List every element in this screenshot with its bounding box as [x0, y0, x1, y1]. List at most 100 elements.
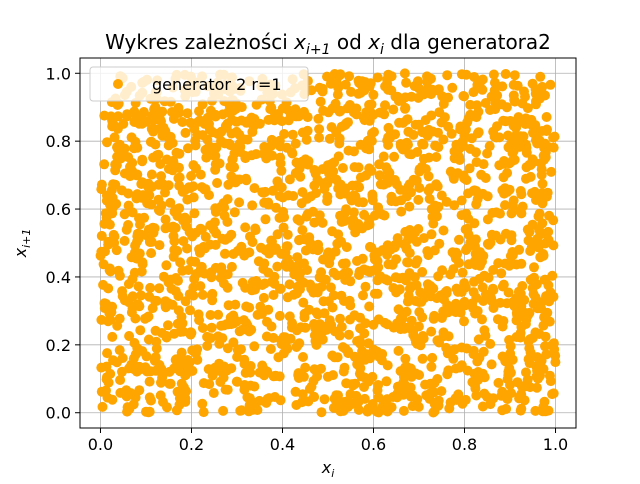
data-point	[140, 362, 151, 373]
data-point	[344, 71, 355, 82]
data-point	[469, 256, 480, 266]
data-point	[543, 142, 554, 152]
data-point	[435, 290, 446, 301]
data-point	[164, 366, 175, 377]
data-point	[450, 393, 461, 404]
data-point	[309, 165, 320, 175]
data-point	[388, 392, 399, 402]
data-point	[110, 165, 121, 176]
data-point	[460, 394, 471, 405]
data-point	[119, 235, 130, 246]
data-point	[479, 325, 490, 336]
data-point	[218, 405, 229, 416]
data-point	[429, 406, 440, 417]
data-point	[520, 319, 531, 329]
data-point	[298, 277, 309, 288]
data-point	[431, 211, 442, 222]
data-point	[299, 106, 309, 117]
data-point	[301, 211, 312, 222]
data-point	[441, 196, 452, 207]
data-point	[500, 258, 511, 269]
data-point	[314, 124, 325, 135]
data-point	[343, 267, 354, 278]
y-tick-label: 0.2	[46, 336, 71, 355]
data-point	[426, 110, 437, 121]
data-point	[527, 219, 538, 230]
data-point	[150, 352, 161, 363]
data-point	[123, 279, 134, 289]
data-point	[527, 78, 538, 89]
data-point	[249, 183, 260, 194]
data-point	[274, 310, 285, 321]
data-point	[540, 331, 551, 342]
data-point	[517, 281, 528, 291]
data-point	[295, 171, 306, 182]
data-point	[250, 225, 261, 235]
legend: generator 2 r=1	[89, 66, 309, 102]
legend-box	[89, 66, 309, 102]
chart-title: Wykres zależności xi+1 od xi dla generat…	[105, 30, 551, 58]
data-point	[169, 328, 180, 339]
data-point	[252, 309, 263, 320]
data-point	[471, 390, 482, 401]
data-point	[355, 323, 365, 334]
data-point	[442, 70, 453, 81]
data-point	[123, 152, 134, 163]
data-point	[473, 127, 484, 138]
data-point	[422, 290, 433, 301]
data-point	[402, 257, 413, 268]
data-point	[144, 376, 155, 387]
data-point	[359, 209, 370, 220]
data-point	[361, 170, 371, 181]
data-point	[276, 116, 287, 127]
data-point	[280, 337, 291, 347]
data-point	[486, 359, 497, 370]
data-point	[521, 173, 531, 184]
data-point	[180, 296, 191, 307]
data-point	[163, 320, 173, 331]
data-point	[336, 121, 347, 132]
data-point	[197, 398, 208, 409]
data-point	[229, 207, 240, 218]
data-point	[488, 69, 499, 80]
data-point	[100, 246, 110, 257]
data-point	[538, 250, 549, 261]
data-point	[322, 196, 333, 206]
data-point	[367, 191, 378, 202]
data-point	[410, 368, 421, 379]
data-point	[300, 362, 311, 373]
data-point	[229, 148, 240, 159]
data-point	[268, 290, 279, 300]
data-point	[354, 182, 365, 193]
data-point	[256, 242, 266, 253]
data-point	[179, 212, 190, 223]
data-point	[168, 231, 179, 241]
data-point	[153, 149, 164, 160]
data-point	[188, 181, 199, 192]
data-point	[214, 338, 225, 349]
data-point	[174, 162, 184, 173]
data-point	[417, 353, 428, 364]
data-point	[519, 86, 529, 97]
data-point	[408, 129, 419, 140]
data-point	[244, 302, 255, 313]
data-point	[107, 331, 118, 342]
data-point	[302, 265, 313, 275]
data-point	[127, 291, 138, 302]
data-point	[246, 324, 257, 335]
data-point	[316, 407, 327, 418]
data-point	[103, 283, 114, 294]
data-point	[300, 245, 311, 256]
data-point	[544, 370, 555, 381]
data-point	[420, 379, 431, 390]
data-point	[127, 165, 137, 176]
data-point	[226, 363, 237, 374]
data-point	[265, 344, 276, 354]
data-point	[508, 79, 519, 90]
data-point	[356, 371, 367, 382]
data-point	[472, 194, 483, 205]
data-point	[547, 340, 557, 351]
data-point	[174, 172, 185, 183]
data-point	[377, 349, 388, 359]
data-point	[349, 146, 359, 157]
